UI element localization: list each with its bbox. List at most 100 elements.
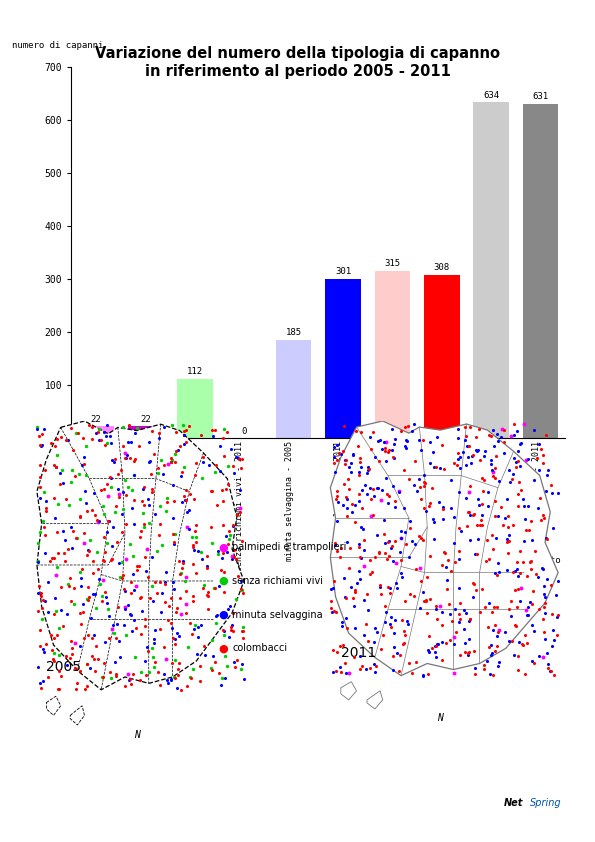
Point [390,494,400,508]
Point [424,629,433,642]
Point [340,419,349,433]
Point [68,525,77,538]
Point [102,418,111,432]
Point [83,581,93,594]
Point [192,530,201,544]
Point [339,638,348,652]
Point [547,478,556,492]
Point [226,442,236,456]
Point [109,626,119,640]
Point [425,593,435,606]
Point [40,520,49,534]
Point [101,429,111,443]
Point [362,488,372,501]
Point [513,663,523,677]
Point [401,536,411,550]
Point [425,497,434,510]
Point [493,568,502,582]
Point [167,621,177,635]
Point [75,493,84,506]
Point [416,444,426,457]
Point [82,679,91,692]
Point [520,668,530,681]
Point [121,488,130,502]
Point [203,589,213,603]
Point [433,637,443,651]
Point [470,547,480,561]
Point [449,456,459,469]
Point [516,483,526,497]
Point [52,433,62,446]
Point [343,536,352,549]
Point [505,634,514,647]
Point [60,533,70,546]
Point [118,485,128,498]
Point [189,543,199,557]
Point [548,623,558,637]
Point [345,461,354,474]
Point [235,483,245,497]
Point [404,472,414,486]
Point [438,513,447,526]
Point [107,622,117,636]
Point [392,581,402,594]
Point [449,631,459,644]
Point [492,629,502,642]
Point [381,616,390,629]
Point [408,534,417,547]
Point [489,600,499,614]
Point [117,507,127,520]
Point [350,498,360,512]
Point [158,467,167,481]
Point [76,578,86,592]
Point [75,606,84,620]
Point [503,532,512,546]
Point [484,429,494,442]
Point [400,525,410,539]
Point [377,443,387,456]
Point [126,576,136,589]
Point [112,617,121,631]
Point [162,673,172,686]
Point [461,491,471,504]
Text: tipologia - anno di riferimento: tipologia - anno di riferimento [394,557,560,565]
Point [439,503,448,516]
Point [175,568,184,581]
Point [122,448,131,461]
Point [513,445,523,458]
Point [487,463,497,477]
Point [68,443,78,456]
Point [153,665,162,679]
Point [45,554,55,568]
Point [345,561,354,574]
Point [485,552,494,566]
Point [120,600,130,614]
Point [375,578,384,592]
Point [89,628,98,642]
Point [358,522,367,536]
Text: 2005: 2005 [46,659,82,674]
Point [349,447,358,461]
Point [170,455,180,468]
Point [538,562,548,576]
Point [228,460,238,473]
Point [172,425,181,439]
Point [503,509,513,523]
Point [115,490,124,504]
Point [343,493,352,506]
Point [179,424,189,438]
Point [208,536,217,550]
Point [384,489,394,503]
Point [136,674,145,687]
Point [536,513,546,526]
Point [171,605,180,618]
Point [356,425,366,439]
Point [339,444,348,457]
Point [532,451,541,465]
Point [237,452,247,466]
Point [412,484,421,498]
Point [437,618,447,632]
Point [465,534,475,547]
Point [549,634,559,647]
Point [543,573,552,586]
